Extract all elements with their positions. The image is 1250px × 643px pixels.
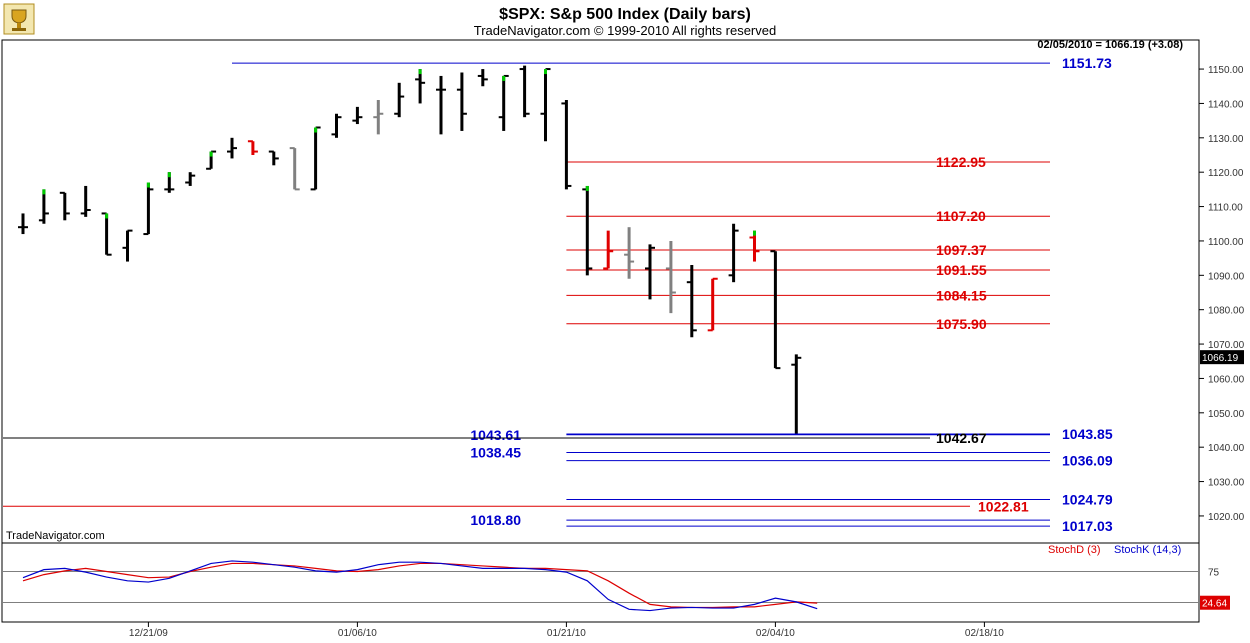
ohlc-bar (582, 185, 593, 276)
last-price-badge (1200, 350, 1244, 365)
level-label: 1107.20 (936, 208, 986, 224)
y-tick-label: 1060.00 (1208, 374, 1245, 385)
ohlc-bar (352, 106, 363, 125)
indicator-y-label: 75 (1208, 568, 1220, 579)
x-tick-label: 12/21/09 (129, 628, 168, 639)
x-tick-label: 02/18/10 (965, 628, 1004, 639)
ohlc-bar (289, 147, 300, 191)
ohlc-bar (310, 126, 321, 191)
x-tick-label: 01/06/10 (338, 628, 377, 639)
copyright-subtitle: TradeNavigator.com © 1999-2010 All right… (474, 23, 776, 38)
axes: 1020.00 1030.00 1040.00 1050.00 1060.00 1070.… (129, 65, 1245, 639)
ohlc-bar (519, 65, 530, 118)
ohlc-bar (770, 250, 781, 370)
ohlc-bar (665, 240, 676, 314)
indicator-legend: StochK (14,3) (1114, 544, 1181, 556)
y-tick-label: 1130.00 (1208, 134, 1244, 145)
level-label: 1122.95 (936, 154, 986, 170)
ohlc-bar (268, 150, 279, 166)
ohlc-bar (436, 75, 446, 135)
y-tick-label: 1020.00 (1208, 512, 1245, 523)
ohlc-bar (164, 172, 175, 193)
ohlc-bar (686, 265, 697, 338)
ohlc-bar (749, 230, 760, 262)
x-tick-label: 02/04/10 (756, 628, 795, 639)
indicator-legend: StochD (3) (1048, 544, 1101, 556)
y-tick-label: 1150.00 (1208, 65, 1244, 76)
watermark: TradeNavigator.com (6, 530, 105, 542)
ohlc-bar (456, 72, 467, 131)
ohlc-bar (415, 69, 426, 104)
y-tick-label: 1140.00 (1208, 99, 1244, 110)
y-tick-label: 1090.00 (1208, 271, 1245, 282)
y-tick-label: 1070.00 (1208, 340, 1245, 351)
x-tick-label: 01/21/10 (547, 628, 586, 639)
ohlc-bar (101, 212, 112, 256)
last-price-label: 1066.19 (1202, 353, 1239, 364)
stoch-line (22, 560, 818, 612)
y-tick-label: 1050.00 (1208, 409, 1245, 420)
level-label: 1017.03 (1062, 518, 1113, 534)
ohlc-bar (143, 182, 154, 236)
ohlc-bar (645, 244, 655, 300)
stochastic-plot: StochD (3) StochK (14,3) (3, 544, 1198, 612)
price-readout: 02/05/2010 = 1066.19 (+3.08) (1037, 39, 1183, 51)
ohlc-bar (624, 227, 635, 279)
level-label: 1022.81 (978, 498, 1029, 514)
level-label: 1042.67 (936, 430, 987, 446)
y-tick-label: 1030.00 (1208, 478, 1245, 489)
y-tick-label: 1120.00 (1208, 168, 1244, 179)
level-label: 1091.55 (936, 262, 987, 278)
ohlc-bar (247, 140, 258, 155)
level-label: 1075.90 (936, 316, 987, 332)
ohlc-bar (206, 150, 217, 170)
ohlc-bar (707, 277, 718, 332)
ohlc-bar (498, 74, 509, 131)
ohlc-bar (603, 230, 614, 270)
level-label: 1097.37 (936, 242, 987, 258)
ohlc-bar (185, 172, 196, 186)
ohlc-bar (394, 82, 405, 118)
ohlc-bar (791, 354, 802, 434)
ohlc-bar (561, 100, 572, 190)
level-label: 1038.45 (470, 445, 521, 461)
level-label: 1151.73 (1062, 55, 1112, 71)
y-tick-label: 1110.00 (1208, 203, 1243, 214)
ohlc-bar (122, 229, 133, 262)
indicator-last-badge (1200, 595, 1230, 610)
indicator-panel-frame (1, 542, 1200, 623)
price-plot: 1151.73 1122.95 1107.20 1097.37 1091.55 1084.… (3, 55, 1113, 534)
level-label: 1024.79 (1062, 491, 1113, 507)
trophy-icon[interactable] (3, 3, 35, 35)
level-label: 1084.15 (936, 287, 987, 303)
ohlc-bar (540, 68, 551, 142)
ohlc-bar (38, 189, 49, 224)
ohlc-bar (373, 100, 384, 135)
ohlc-bar (728, 223, 739, 283)
ohlc-bar (227, 137, 237, 159)
ohlc-bar (59, 191, 70, 221)
y-tick-label: 1080.00 (1208, 306, 1245, 317)
ohlc-bar (18, 213, 28, 235)
level-label: 1036.09 (1062, 453, 1113, 469)
ohlc-bar (80, 185, 91, 217)
level-label: 1018.80 (470, 512, 521, 528)
ohlc-bar (331, 113, 342, 138)
y-tick-label: 1040.00 (1208, 443, 1245, 454)
level-label: 1043.85 (1062, 426, 1113, 442)
y-tick-label: 1100.00 (1208, 237, 1244, 248)
chart-title: $SPX: S&p 500 Index (Daily bars) (499, 6, 751, 23)
ohlc-bar (477, 69, 488, 87)
indicator-last-label: 24.64 (1202, 599, 1227, 610)
level-label: 1043.61 (470, 427, 521, 443)
main-panel-frame (1, 39, 1200, 544)
